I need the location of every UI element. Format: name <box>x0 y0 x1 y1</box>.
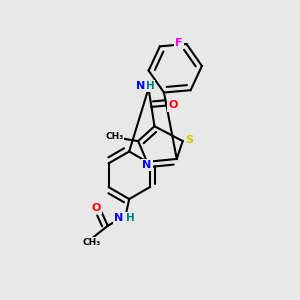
Text: S: S <box>185 135 193 145</box>
Text: N: N <box>115 213 124 224</box>
Text: N: N <box>136 81 145 91</box>
Text: CH₃: CH₃ <box>105 132 124 141</box>
Text: F: F <box>176 38 183 47</box>
Text: H: H <box>126 213 134 224</box>
Text: N: N <box>142 160 152 170</box>
Text: O: O <box>91 203 101 213</box>
Text: O: O <box>169 100 178 110</box>
Text: CH₃: CH₃ <box>83 238 101 247</box>
Text: H: H <box>146 81 154 91</box>
